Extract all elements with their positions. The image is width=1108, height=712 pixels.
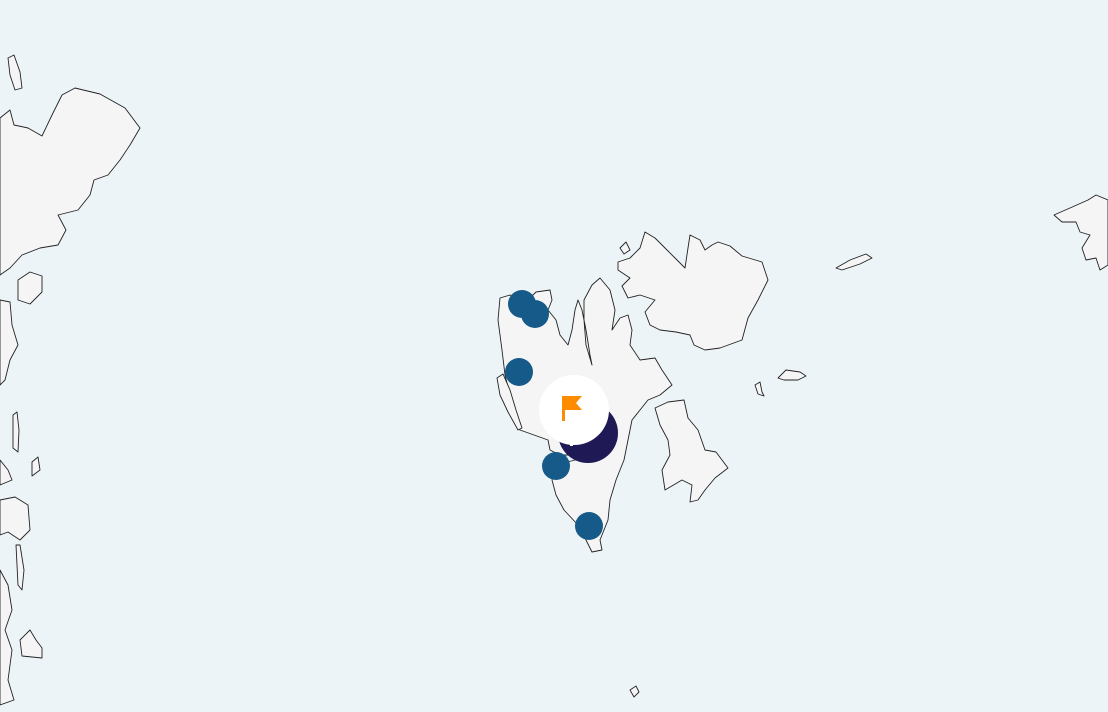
island-kvitoya xyxy=(835,253,873,271)
map-marker-point[interactable] xyxy=(505,358,533,386)
island xyxy=(754,381,765,397)
island xyxy=(12,411,20,453)
island xyxy=(619,241,631,255)
island xyxy=(31,456,41,477)
map-marker-point[interactable] xyxy=(542,452,570,480)
island xyxy=(7,54,23,91)
island xyxy=(19,629,43,659)
landmass-nordaustlandet xyxy=(617,231,769,351)
island-bjornoya xyxy=(629,685,640,698)
island xyxy=(17,271,43,305)
island xyxy=(15,544,25,591)
map-marker-highlight[interactable] xyxy=(539,375,609,445)
map-marker-point[interactable] xyxy=(575,512,603,540)
island-prins-karls-forland xyxy=(496,373,523,431)
landmass-greenland-coast xyxy=(0,299,19,386)
landmass-edgeoya xyxy=(654,399,729,503)
island-kong-karls-land xyxy=(777,369,807,381)
landmass-franz-josef-land xyxy=(1053,194,1108,271)
landmass-greenland xyxy=(0,87,141,276)
marker-layer xyxy=(505,290,618,540)
flag-icon xyxy=(562,396,582,421)
map-marker-point[interactable] xyxy=(521,300,549,328)
landmass-greenland-coast xyxy=(0,459,31,706)
